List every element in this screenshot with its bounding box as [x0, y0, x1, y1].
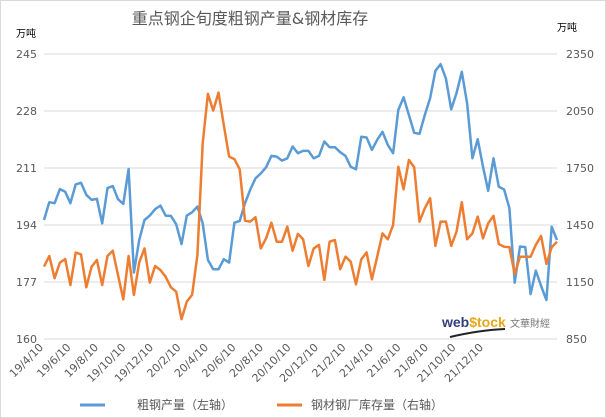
watermark-cn: 文華財經	[510, 317, 550, 330]
right-tick-label: 1750	[566, 162, 594, 175]
series-lines	[42, 62, 559, 321]
watermark-logo: web$tock	[441, 314, 506, 330]
right-tick-label: 850	[566, 333, 587, 346]
left-axis-unit: 万吨	[16, 27, 36, 40]
legend: 粗钢产量（左轴） 钢材钢厂库存量（右轴）	[80, 397, 443, 412]
legend-label-steel-inventory: 钢材钢厂库存量（右轴）	[311, 397, 443, 412]
left-tick-label: 211	[16, 162, 37, 175]
right-tick-label: 2350	[566, 48, 594, 61]
right-axis-unit: 万吨	[557, 21, 577, 34]
gridlines	[44, 53, 557, 340]
legend-label-crude-steel: 粗钢产量（左轴）	[137, 397, 233, 412]
left-tick-label: 245	[16, 48, 37, 61]
left-tick-label: 228	[16, 105, 37, 118]
right-tick-label: 2050	[566, 105, 594, 118]
left-tick-label: 194	[16, 219, 37, 232]
right-tick-label: 1150	[566, 276, 594, 289]
chart-title: 重点钢企旬度粗钢产量&钢材库存	[132, 9, 368, 28]
watermark-swoosh	[449, 328, 506, 338]
left-tick-label: 160	[16, 333, 37, 346]
left-axis-ticks: 160 177 194 211 228 245	[16, 48, 37, 346]
series-line-crude-steel	[42, 62, 559, 302]
watermark: web$tock 文華財經	[441, 314, 550, 338]
right-axis-ticks: 850 1150 1450 1750 2050 2350	[566, 48, 594, 346]
series-line-steel-inventory	[42, 91, 558, 321]
left-tick-label: 177	[16, 276, 37, 289]
right-tick-label: 1450	[566, 219, 594, 232]
